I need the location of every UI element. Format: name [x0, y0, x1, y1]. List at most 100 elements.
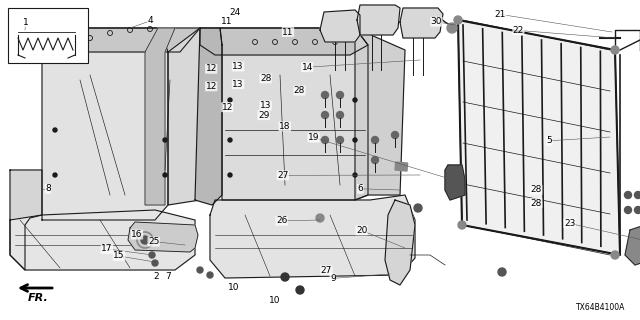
Circle shape [353, 98, 357, 102]
Text: 21: 21 [495, 10, 506, 19]
Text: 16: 16 [131, 230, 143, 239]
Text: 10: 10 [269, 296, 281, 305]
Text: 28: 28 [294, 86, 305, 95]
Polygon shape [320, 10, 360, 42]
Polygon shape [220, 28, 368, 200]
Polygon shape [42, 28, 168, 220]
Text: 2: 2 [154, 272, 159, 281]
Text: 10: 10 [228, 284, 239, 292]
Text: 11: 11 [282, 28, 294, 36]
Circle shape [392, 132, 399, 139]
Polygon shape [195, 28, 222, 205]
Text: 28: 28 [260, 74, 271, 83]
Polygon shape [42, 28, 200, 52]
Circle shape [625, 191, 632, 198]
Text: 12: 12 [221, 103, 233, 112]
Text: 17: 17 [101, 244, 113, 253]
Circle shape [337, 137, 344, 143]
Circle shape [625, 206, 632, 213]
Polygon shape [400, 8, 443, 38]
Text: 22: 22 [513, 26, 524, 35]
Circle shape [141, 236, 149, 244]
Circle shape [197, 267, 203, 273]
Text: 25: 25 [148, 237, 159, 246]
Text: 20: 20 [356, 226, 367, 235]
Circle shape [353, 173, 357, 177]
Text: 29: 29 [258, 111, 269, 120]
Text: TX64B4100A: TX64B4100A [575, 303, 625, 312]
Text: 8: 8 [45, 184, 51, 193]
Text: 27: 27 [321, 266, 332, 275]
Circle shape [152, 260, 158, 266]
Text: 13: 13 [232, 62, 244, 71]
Polygon shape [168, 28, 200, 205]
Circle shape [321, 92, 328, 99]
Text: 30: 30 [431, 17, 442, 26]
Circle shape [337, 111, 344, 118]
Polygon shape [200, 28, 368, 55]
Circle shape [458, 221, 466, 229]
Polygon shape [145, 28, 175, 205]
Circle shape [296, 286, 304, 294]
Text: 15: 15 [113, 252, 125, 260]
Text: 26: 26 [276, 216, 287, 225]
Circle shape [149, 252, 155, 258]
Circle shape [53, 173, 57, 177]
Text: 7: 7 [166, 272, 171, 281]
Circle shape [498, 268, 506, 276]
Text: 13: 13 [232, 80, 244, 89]
Circle shape [163, 173, 167, 177]
Polygon shape [458, 20, 620, 255]
Text: 12: 12 [205, 64, 217, 73]
Text: 1: 1 [23, 18, 28, 27]
Polygon shape [10, 210, 195, 270]
Text: 5: 5 [547, 136, 552, 145]
Polygon shape [128, 222, 198, 252]
Text: FR.: FR. [28, 293, 49, 303]
Circle shape [634, 206, 640, 213]
Text: 6: 6 [358, 184, 363, 193]
Circle shape [611, 251, 619, 259]
Text: 18: 18 [279, 122, 291, 131]
Polygon shape [385, 200, 415, 285]
Circle shape [163, 138, 167, 142]
Circle shape [321, 111, 328, 118]
Circle shape [414, 204, 422, 212]
Text: 19: 19 [308, 133, 319, 142]
Circle shape [228, 98, 232, 102]
Circle shape [371, 137, 378, 143]
Circle shape [228, 173, 232, 177]
Circle shape [337, 92, 344, 99]
Circle shape [353, 138, 357, 142]
Text: 4: 4 [148, 16, 153, 25]
Polygon shape [355, 28, 405, 200]
Text: 14: 14 [301, 63, 313, 72]
Polygon shape [357, 5, 400, 35]
Circle shape [371, 156, 378, 164]
Polygon shape [625, 225, 640, 265]
Circle shape [611, 46, 619, 54]
Circle shape [228, 138, 232, 142]
Circle shape [454, 16, 462, 24]
Circle shape [447, 23, 457, 33]
Circle shape [53, 128, 57, 132]
Bar [395, 162, 408, 171]
Text: 9: 9 [330, 274, 335, 283]
Polygon shape [210, 195, 415, 278]
Circle shape [207, 272, 213, 278]
Text: 12: 12 [205, 82, 217, 91]
Text: 23: 23 [564, 219, 575, 228]
Polygon shape [445, 165, 465, 200]
Text: 28: 28 [531, 185, 542, 194]
Text: 13: 13 [260, 101, 271, 110]
Text: 27: 27 [277, 171, 289, 180]
Text: 24: 24 [229, 8, 241, 17]
Text: 11: 11 [221, 17, 233, 26]
Text: 28: 28 [531, 199, 542, 208]
Circle shape [321, 137, 328, 143]
Circle shape [634, 191, 640, 198]
Polygon shape [10, 170, 42, 270]
Circle shape [316, 214, 324, 222]
Bar [8, 8, 88, 63]
Circle shape [281, 273, 289, 281]
